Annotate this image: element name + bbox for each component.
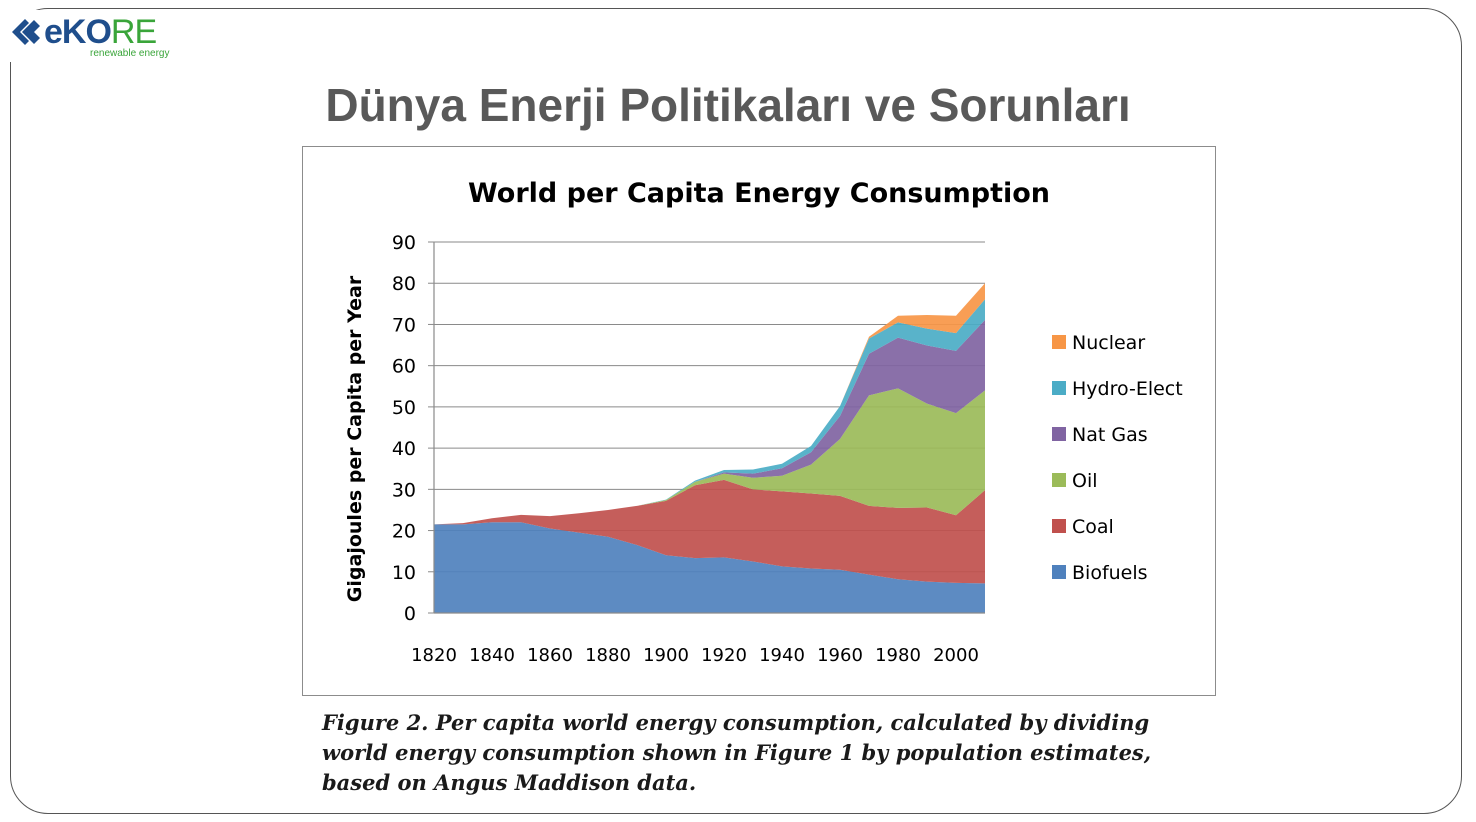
area-oil (434, 388, 985, 525)
area-series-group (434, 283, 985, 613)
figure-caption: Figure 2. Per capita world energy consum… (322, 710, 1152, 795)
area-coal (434, 479, 985, 584)
slide-title: Dünya Enerji Politikaları ve Sorunları (325, 79, 1131, 131)
y-tick-label: 80 (392, 273, 416, 295)
legend: Nuclear Hydro-Elect Nat Gas Oil Coal Biofuels (1052, 332, 1183, 584)
legend-label: Coal (1072, 516, 1114, 538)
legend-label: Nat Gas (1072, 424, 1148, 446)
legend-label: Biofuels (1072, 562, 1148, 584)
y-tick-label: 60 (392, 356, 416, 378)
legend-label: Oil (1072, 470, 1098, 492)
legend-swatch (1052, 381, 1066, 395)
x-tick-label: 1940 (759, 645, 805, 666)
x-tick-label: 1880 (585, 645, 631, 666)
y-tick-label: 20 (392, 521, 416, 543)
stacked-area-chart: World per Capita Energy Consumption 0 10 2… (344, 178, 1183, 666)
legend-swatch (1052, 565, 1066, 579)
area-biofuels (434, 522, 985, 613)
axes: 0 10 20 30 40 50 60 70 80 90 1820 1840 1860 1880 1900 1… (392, 232, 985, 666)
y-tick-label: 50 (392, 397, 416, 419)
ekore-logo: eKORE renewable energy (6, 10, 176, 62)
x-tick-label: 1900 (643, 645, 689, 666)
y-tick-label: 30 (392, 479, 416, 501)
legend-swatch (1052, 427, 1066, 441)
legend-label: Nuclear (1072, 332, 1145, 354)
x-tick-label: 2000 (933, 645, 979, 666)
legend-label: Hydro-Elect (1072, 378, 1183, 400)
y-axis-label: Gigajoules per Capita per Year (344, 275, 366, 602)
y-tick-label: 90 (392, 232, 416, 254)
logo-wordmark: eKORE (44, 12, 157, 52)
chart-container: World per Capita Energy Consumption 0 10 2… (302, 146, 1216, 696)
x-tick-label: 1920 (701, 645, 747, 666)
logo-wordmark-eko: eKO (44, 13, 112, 51)
y-tick-label: 10 (392, 562, 416, 584)
legend-swatch (1052, 335, 1066, 349)
x-tick-label: 1840 (469, 645, 515, 666)
logo-tagline: renewable energy (90, 48, 170, 59)
y-tick-label: 0 (404, 603, 416, 625)
x-tick-label: 1960 (817, 645, 863, 666)
ekore-logo-mark-icon (12, 19, 40, 45)
chart-title: World per Capita Energy Consumption (468, 178, 1050, 209)
legend-swatch (1052, 473, 1066, 487)
logo-wordmark-re: RE (110, 13, 157, 51)
x-tick-label: 1980 (875, 645, 921, 666)
y-tick-label: 70 (392, 314, 416, 336)
x-tick-label: 1820 (411, 645, 457, 666)
x-tick-label: 1860 (527, 645, 573, 666)
legend-swatch (1052, 519, 1066, 533)
y-tick-label: 40 (392, 438, 416, 460)
